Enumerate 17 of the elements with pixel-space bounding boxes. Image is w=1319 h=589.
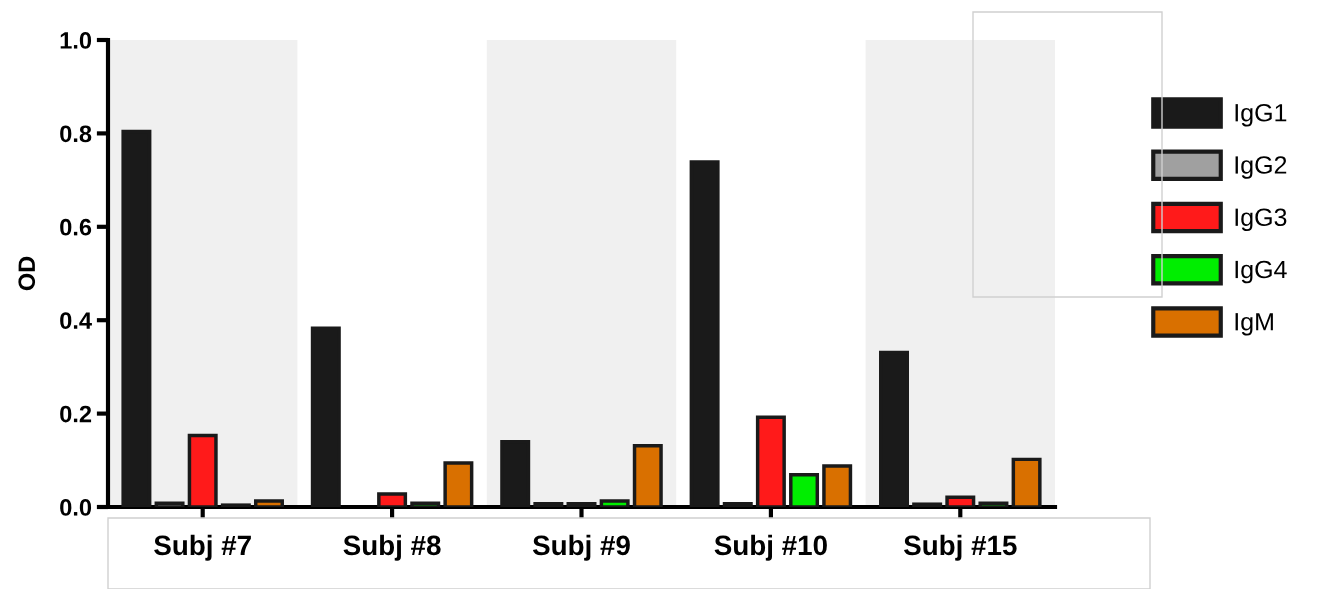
y-tick-label: 0.8 [60, 125, 92, 143]
x-tick-label: Subj #7 [154, 534, 251, 561]
x-tick-label: Subj #8 [343, 534, 441, 561]
y-axis-title: OD [18, 256, 36, 291]
legend-label: IgG4 [1235, 260, 1287, 284]
legend-label: IgG2 [1235, 156, 1287, 179]
x-tick-label: Subj #9 [532, 534, 630, 561]
legend-label: IgG3 [1235, 208, 1287, 232]
legend-label: IgG1 [1235, 103, 1287, 127]
legend-label: IgM [1235, 313, 1273, 336]
y-tick-label: 1.0 [60, 32, 92, 49]
x-tick-label: Subj #10 [714, 534, 827, 561]
x-tick-label: Subj #15 [903, 534, 1017, 561]
y-tick-label: 0.0 [60, 499, 92, 516]
y-tick-label: 0.6 [60, 218, 92, 236]
y-tick-label: 0.2 [60, 405, 92, 423]
y-tick-label: 0.4 [60, 312, 92, 329]
